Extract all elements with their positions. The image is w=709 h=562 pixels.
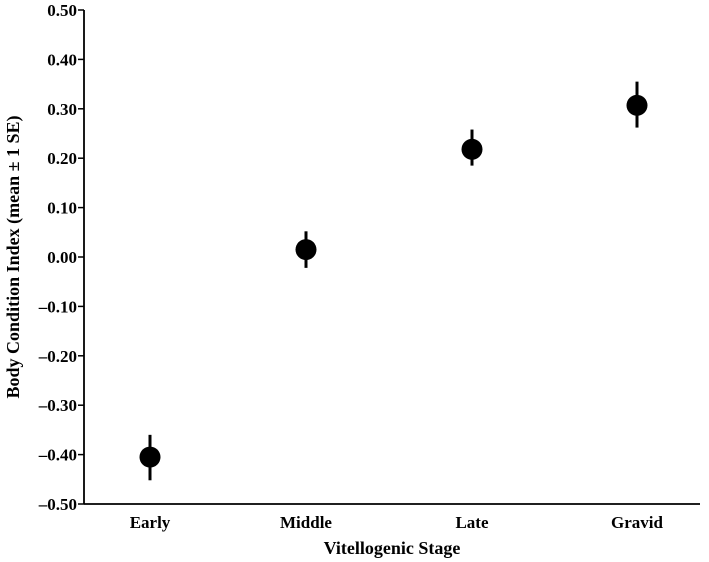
y-tick-label: –0.30 (38, 396, 77, 415)
x-tick-label: Late (455, 513, 489, 532)
data-point (461, 138, 483, 160)
data-points (139, 81, 648, 481)
x-axis-title: Vitellogenic Stage (324, 538, 461, 558)
data-point (626, 94, 648, 116)
y-tick-label: 0.40 (47, 50, 77, 69)
y-tick-label: –0.40 (38, 446, 77, 465)
y-tick-label: 0.20 (47, 149, 77, 168)
y-axis-title: Body Condition Index (mean ± 1 SE) (3, 116, 24, 399)
x-tick-label: Early (130, 513, 171, 532)
y-tick-label: 0.10 (47, 199, 77, 218)
y-tick-label: 0.50 (47, 1, 77, 20)
x-axis-ticks: Early Middle Late Gravid (130, 513, 664, 532)
y-tick-label: –0.50 (38, 495, 77, 514)
y-tick-label: 0.00 (47, 248, 77, 267)
x-tick-label: Gravid (611, 513, 663, 532)
y-tick-label: –0.10 (38, 297, 77, 316)
y-axis-ticks: 0.50 0.40 0.30 0.20 0.10 0.00 –0.10 –0.20 –0.30 –… (38, 1, 84, 514)
data-point (139, 446, 161, 468)
y-tick-label: 0.30 (47, 100, 77, 119)
data-point (295, 239, 317, 261)
x-tick-label: Middle (280, 513, 332, 532)
y-tick-label: –0.20 (38, 347, 77, 366)
